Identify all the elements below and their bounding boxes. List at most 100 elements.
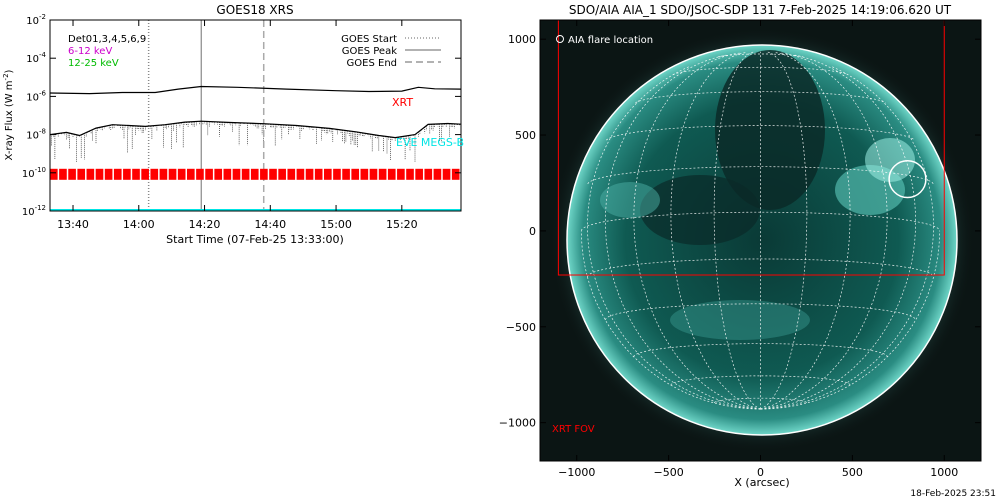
aia-y-tick-label: 1000 — [508, 33, 536, 46]
xrt-bar — [104, 168, 113, 180]
x-tick-label: 15:20 — [386, 218, 418, 231]
xrt-bar — [177, 168, 186, 180]
right-y-ticks: 1000 500 0 −500 −1000 — [499, 33, 981, 430]
xrt-bar — [477, 169, 478, 180]
y-tick-label: 10-6 — [26, 89, 46, 103]
xrt-bar — [223, 168, 232, 180]
xrt-bar — [314, 168, 323, 180]
xrt-bar — [475, 169, 476, 180]
xrt-curve-label: XRT — [392, 96, 413, 109]
xrt-bar — [333, 168, 341, 180]
xrt-bar — [406, 168, 414, 180]
longitude-line — [604, 54, 761, 410]
xrs-series-1 — [50, 120, 461, 139]
latitude-line — [580, 211, 941, 232]
longitude-line — [633, 52, 761, 410]
xrs-series-group — [50, 85, 461, 139]
xrt-bar — [269, 168, 277, 180]
legend-goes-end: GOES End — [347, 58, 397, 69]
xrt-bar — [467, 169, 468, 180]
xrt-bar — [387, 168, 396, 180]
aia-flare-location — [888, 159, 927, 199]
legend-goes-start: GOES Start — [341, 34, 397, 45]
xrt-bar — [442, 168, 451, 180]
xrt-bar — [424, 168, 433, 180]
xrt-bar — [305, 168, 314, 180]
left-y-ticks: 10-2 10-4 10-6 10-8 10-10 10-12 — [22, 13, 461, 218]
xrt-bar — [123, 168, 131, 180]
legend-12-25kev: 12-25 keV — [68, 58, 119, 69]
xrt-bar — [241, 168, 250, 180]
left-x-ticks: 13:40 14:00 14:20 14:40 15:00 15:20 — [57, 20, 418, 231]
x-tick-label: 15:00 — [320, 218, 352, 231]
longitude-line — [580, 230, 761, 410]
xrt-bar — [324, 168, 332, 180]
xrt-bar — [278, 168, 286, 180]
longitude-line — [713, 51, 761, 410]
xrs-series-0 — [50, 85, 461, 95]
goes-marker-lines — [147, 20, 265, 211]
xrt-bar — [232, 168, 241, 180]
y-tick-label: 10-12 — [22, 204, 46, 218]
eve-curve-label: EVE MEGS-B — [396, 136, 464, 149]
xrt-bar — [95, 168, 104, 180]
left-x-axis-label: Start Time (07-Feb-25 13:33:00) — [166, 233, 344, 246]
xrt-bar — [378, 168, 387, 180]
legend-6-12kev: 6-12 keV — [68, 46, 112, 57]
latitude-line — [587, 166, 934, 185]
coronal-hole-north — [715, 50, 825, 210]
xrt-bar — [369, 168, 378, 180]
xrt-bar — [77, 168, 86, 180]
longitude-line — [760, 52, 851, 410]
aia-x-tick-label: −1000 — [558, 466, 595, 479]
longitude-line — [760, 51, 808, 410]
right-x-axis-label: X (arcsec) — [734, 476, 789, 489]
goes-xrs-panel: GOES18 XRS 13:40 14:00 14:20 14:40 15:00 15:2… — [2, 3, 478, 246]
bright-loop-region — [865, 138, 915, 182]
xrt-bar — [50, 168, 58, 180]
heliographic-grid — [580, 51, 941, 410]
xrt-bar — [469, 169, 470, 180]
x-tick-label: 14:40 — [254, 218, 286, 231]
xrt-bar — [471, 169, 472, 180]
y-tick-label: 10-8 — [26, 128, 46, 142]
xrt-bar — [465, 169, 466, 180]
x-tick-label: 14:20 — [189, 218, 221, 231]
xrt-bar — [113, 168, 122, 180]
xrt-observation-bars — [50, 168, 478, 180]
xrt-bar — [451, 168, 460, 180]
longitude-line — [670, 52, 761, 410]
xrt-bar — [68, 168, 76, 180]
y-tick-label: 10-2 — [26, 13, 46, 27]
aia-x-tick-label: 500 — [842, 466, 863, 479]
aia-legend-flare: AIA flare location — [568, 35, 653, 46]
longitude-line — [587, 65, 761, 410]
xrt-fov-label: XRT FOV — [552, 424, 595, 435]
left-y-axis-label: X-ray Flux (W m-2) — [2, 69, 15, 160]
xrt-bar — [187, 168, 195, 180]
aia-y-tick-label: −500 — [506, 321, 536, 334]
generation-timestamp: 18-Feb-2025 23:51 — [910, 489, 996, 499]
xrt-bar — [351, 168, 360, 180]
longitude-line — [760, 230, 941, 410]
aia-y-tick-label: 500 — [515, 129, 536, 142]
xrt-bar — [196, 168, 204, 180]
aia-y-tick-label: −1000 — [499, 417, 536, 430]
aia-y-tick-label: 0 — [529, 225, 536, 238]
x-tick-label: 14:00 — [123, 218, 155, 231]
longitude-line — [760, 65, 934, 410]
xrt-bar — [168, 168, 177, 180]
longitude-line — [760, 52, 888, 410]
longitude-line — [760, 54, 917, 410]
limb-circle — [566, 44, 958, 436]
xrt-bar — [250, 168, 259, 180]
left-axes-frame — [49, 19, 462, 212]
xrt-bar — [342, 168, 350, 180]
xrt-bar — [287, 168, 296, 180]
xrt-bar — [415, 168, 423, 180]
xrt-bar — [360, 168, 369, 180]
aia-panel: SDO/AIA AIA_1 SDO/JSOC-SDP 131 7-Feb-202… — [499, 3, 982, 489]
right-chart-title: SDO/AIA AIA_1 SDO/JSOC-SDP 131 7-Feb-202… — [569, 3, 952, 17]
